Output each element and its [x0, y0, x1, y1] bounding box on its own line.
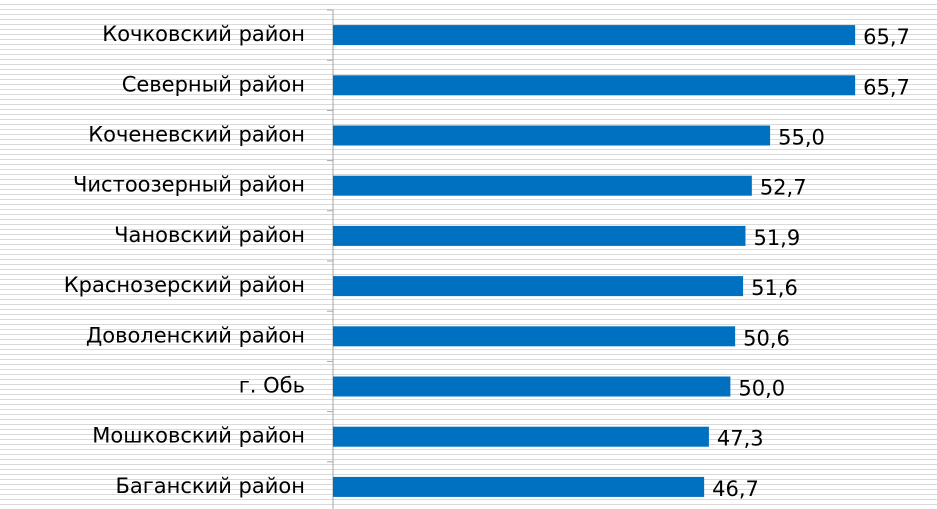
data-label: 51,9	[753, 226, 800, 250]
bar	[333, 326, 736, 347]
data-label: 50,6	[743, 326, 790, 350]
y-tick-label: Чановский район	[114, 223, 305, 247]
data-label: 65,7	[863, 75, 910, 99]
data-label: 51,6	[751, 276, 798, 300]
bar	[333, 225, 746, 246]
data-label: 50,0	[738, 377, 785, 401]
data-label: 55,0	[778, 126, 825, 150]
bar	[333, 426, 709, 447]
y-tick-label: Чистоозерный район	[73, 173, 305, 197]
y-tick-label: Кочковский район	[102, 22, 305, 46]
bar	[333, 125, 771, 146]
data-label: 46,7	[712, 477, 759, 501]
y-tick-label: Северный район	[122, 72, 305, 96]
bar	[333, 25, 856, 46]
y-tick-label: Баганский район	[115, 474, 305, 498]
data-label: 47,3	[717, 427, 764, 451]
y-tick-label: Мошковский район	[92, 424, 305, 448]
bar	[333, 376, 731, 397]
data-label: 65,7	[863, 25, 910, 49]
bar	[333, 175, 752, 196]
y-tick-label: Коченевский район	[88, 123, 305, 147]
bar	[333, 75, 856, 96]
bar	[333, 476, 705, 497]
y-tick-label: г. Обь	[239, 374, 305, 398]
y-tick-label: Доволенский район	[86, 323, 305, 347]
bar	[333, 276, 744, 297]
y-tick-label: Краснозерский район	[64, 273, 305, 297]
data-label: 52,7	[760, 176, 807, 200]
